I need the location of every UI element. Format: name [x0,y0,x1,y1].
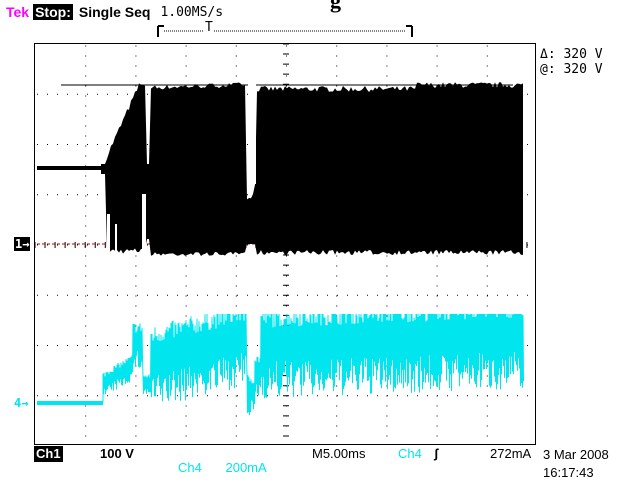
acquisition-mode: Single Seq [78,4,151,20]
brand-label: Tek [6,4,30,20]
trigger-level: 272mA [490,446,532,461]
record-bracket-icon [157,25,413,37]
cursor-delta-readout: Δ: 320 V [540,47,603,62]
ch4-trace [37,313,524,416]
ch1-trace [37,82,523,256]
ch1-gap [115,224,117,252]
date-time-stamp: 3 Mar 2008 16:17:43 [543,446,609,482]
ch4-label[interactable]: Ch4 [178,460,202,475]
clipped-title: g [330,0,341,13]
trigger-source: Ch4 [398,446,422,461]
ch4-scale-row: Ch4 200mA [178,460,267,475]
sample-rate: 1.00MS/s [160,4,224,20]
ch1-gap [107,214,110,254]
ch1-label[interactable]: Ch1 [34,446,63,462]
waveform-display [35,44,528,437]
ch4-ground-marker[interactable]: 4→ [14,396,29,410]
run-state-indicator: Stop: [33,4,73,20]
trigger-position-marker: T [204,20,214,35]
time-readout: 16:17:43 [543,465,594,480]
ch4-waveform [102,313,524,416]
ch1-envelope [101,82,523,256]
timebase-readout: M5.00ms [312,446,366,461]
ch1-baseline [37,166,103,170]
bottom-readout-row: Ch1 100 V M5.00ms Ch4 ʃ 272mA [34,446,544,462]
waveform-graticule [34,43,536,445]
trigger-slope-icon: ʃ [434,446,439,461]
ch1-ground-marker[interactable]: 1→ [14,237,31,251]
ch1-gap [248,84,256,184]
ch1-scale: 100 V [100,446,134,461]
cursor-readouts: Δ: 320 V @: 320 V [540,47,603,77]
record-length-indicator: T [156,20,414,38]
ch1-gap [142,194,146,256]
date-readout: 3 Mar 2008 [543,447,609,462]
ch4-baseline [37,401,103,405]
status-line: Tek Stop: Single Seq 1.00MS/s [6,2,223,22]
cursor-at-readout: @: 320 V [540,62,603,77]
ch4-scale: 200mA [225,460,267,475]
